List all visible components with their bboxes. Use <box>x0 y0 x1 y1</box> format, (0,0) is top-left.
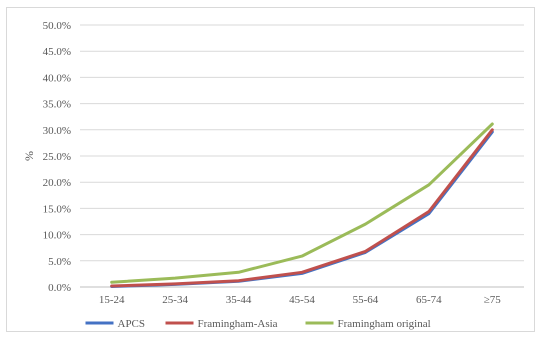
y-tick-label: 30.0% <box>43 125 71 137</box>
x-tick-label: 55-64 <box>353 294 379 306</box>
y-tick-label: 45.0% <box>43 46 71 58</box>
legend-label: APCS <box>118 318 146 330</box>
series-line <box>110 130 494 288</box>
legend-label: Framingham-Asia <box>198 318 278 330</box>
y-tick-label: 35.0% <box>43 99 71 111</box>
y-tick-label: 10.0% <box>43 230 71 242</box>
y-tick-label: 40.0% <box>43 72 71 84</box>
legend-label: Framingham original <box>338 318 431 330</box>
y-axis-label: % <box>22 151 36 161</box>
y-tick-label: 25.0% <box>43 151 71 163</box>
x-tick-label: 15-24 <box>99 294 125 306</box>
y-tick-label: 5.0% <box>48 256 71 268</box>
x-tick-label: 45-54 <box>289 294 315 306</box>
y-tick-label: 20.0% <box>43 177 71 189</box>
series-line <box>110 128 494 288</box>
x-tick-label: 35-44 <box>226 294 252 306</box>
series-line <box>110 122 494 284</box>
y-tick-label: 50.0% <box>43 20 71 32</box>
y-tick-label: 15.0% <box>43 203 71 215</box>
x-tick-label: 65-74 <box>416 294 442 306</box>
x-tick-label: ≥75 <box>484 294 502 306</box>
x-tick-label: 25-34 <box>162 294 188 306</box>
y-tick-label: 0.0% <box>48 282 71 294</box>
